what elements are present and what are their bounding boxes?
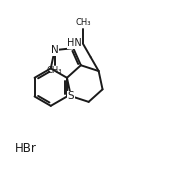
Text: HBr: HBr [15, 142, 37, 155]
Text: CH₃: CH₃ [47, 66, 62, 75]
Text: S: S [68, 91, 74, 101]
Text: CH₃: CH₃ [75, 18, 91, 27]
Text: N: N [51, 45, 59, 55]
Text: HN: HN [67, 39, 82, 48]
